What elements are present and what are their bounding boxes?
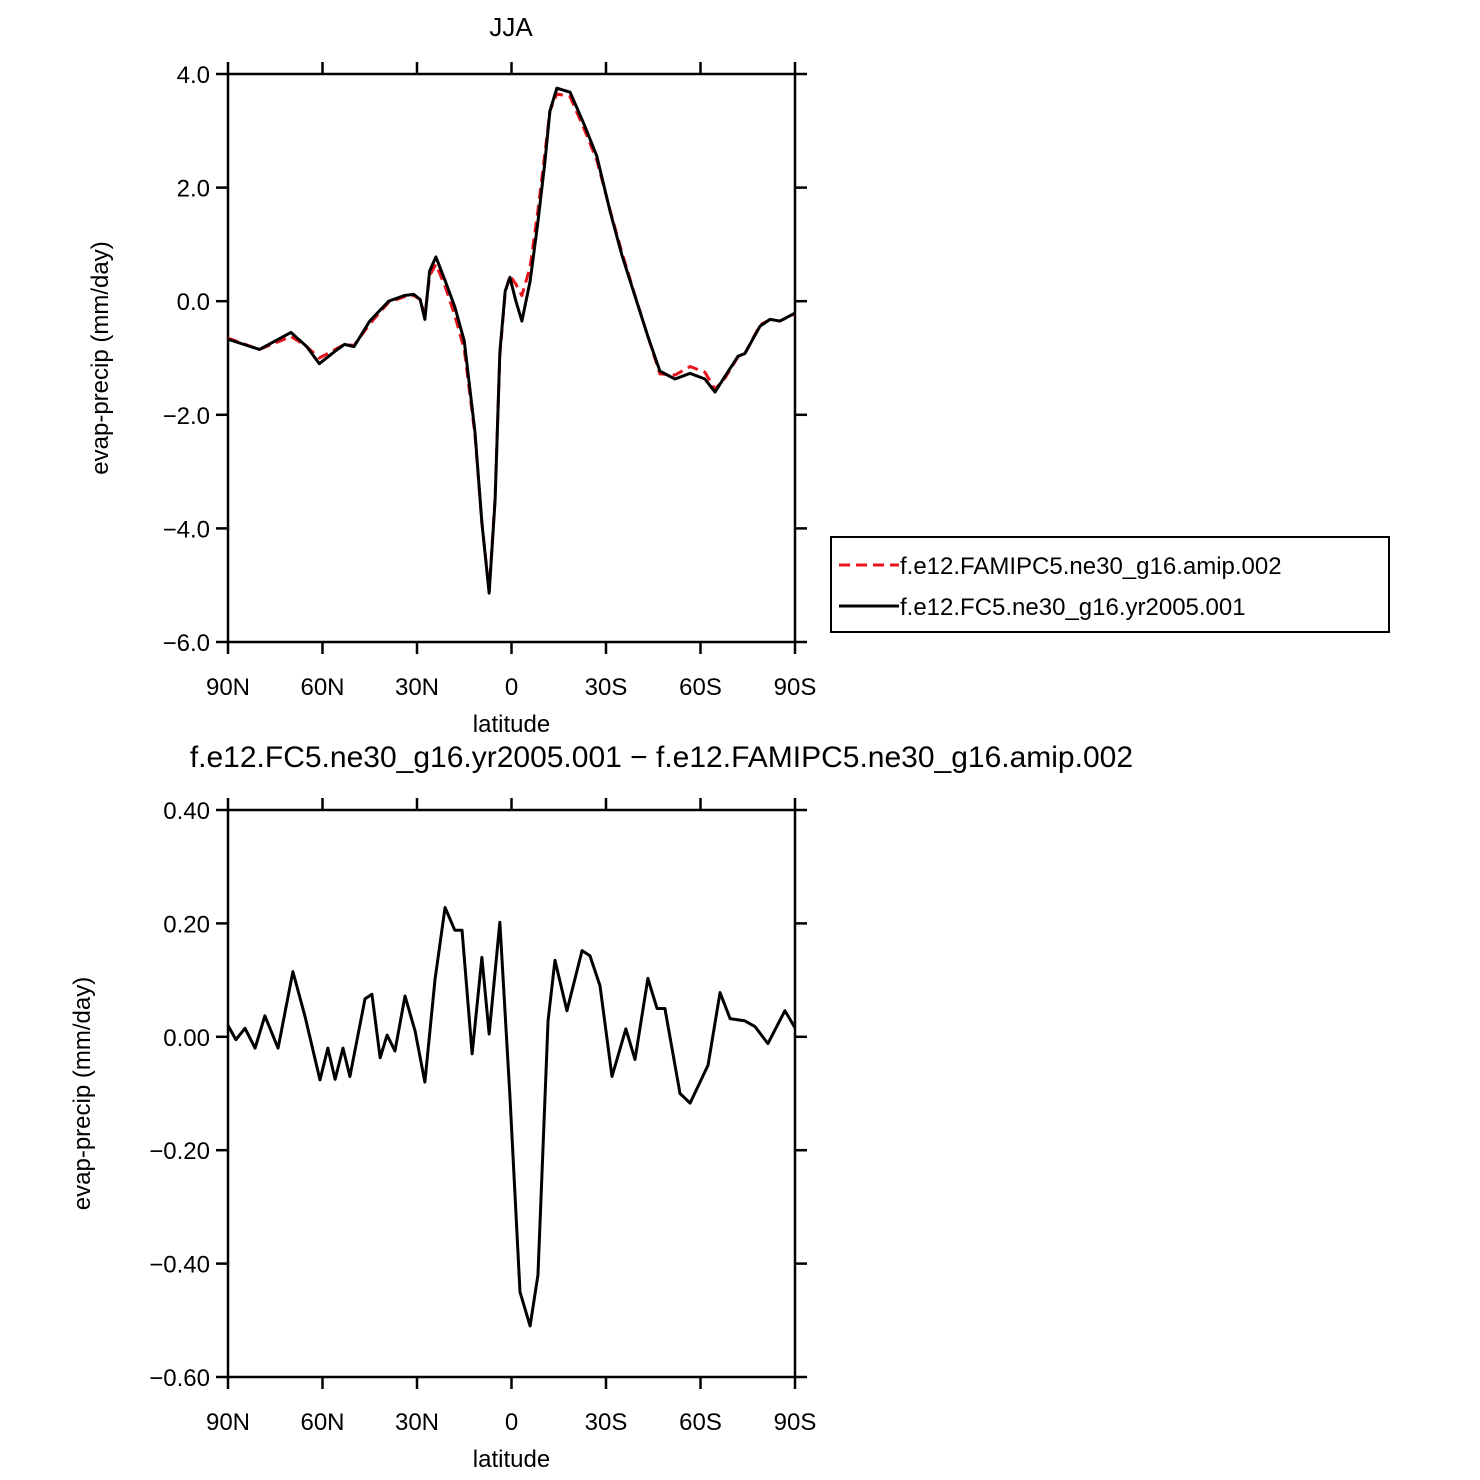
- y-tick-label: 4.0: [177, 62, 210, 89]
- plot-frame: [226, 72, 797, 644]
- chart-title: JJA: [489, 12, 533, 42]
- x-tick-label: 30S: [585, 674, 628, 701]
- data-line: [227, 92, 796, 593]
- data-line: [227, 86, 796, 595]
- x-axis-label: latitude: [473, 1446, 550, 1473]
- legend-label: f.e12.FC5.ne30_g16.yr2005.001: [900, 594, 1246, 621]
- x-tick-label: 90S: [774, 1409, 817, 1436]
- y-tick-label: 0.40: [163, 798, 210, 825]
- y-tick-label: −0.40: [149, 1252, 210, 1279]
- y-tick-label: 0.00: [163, 1025, 210, 1052]
- x-tick-label: 0: [505, 674, 518, 701]
- y-tick-label: 2.0: [177, 176, 210, 203]
- x-tick-label: 60S: [679, 674, 722, 701]
- plot-frame: [226, 808, 797, 1379]
- x-tick-label: 90N: [206, 1409, 250, 1436]
- y-tick-label: −4.0: [163, 516, 210, 543]
- x-tick-label: 60N: [300, 1409, 344, 1436]
- y-tick-label: 0.20: [163, 911, 210, 938]
- x-tick-label: 30N: [395, 1409, 439, 1436]
- x-tick-label: 0: [505, 1409, 518, 1436]
- y-tick-label: −2.0: [163, 403, 210, 430]
- y-tick-label: −0.60: [149, 1365, 210, 1392]
- y-tick-label: −6.0: [163, 630, 210, 657]
- x-tick-label: 90N: [206, 674, 250, 701]
- x-tick-label: 60S: [679, 1409, 722, 1436]
- chart-title: f.e12.FC5.ne30_g16.yr2005.001 − f.e12.FA…: [190, 741, 1133, 774]
- x-tick-label: 30N: [395, 674, 439, 701]
- y-tick-label: −0.20: [149, 1138, 210, 1165]
- y-axis-label: evap-precip (mm/day): [87, 241, 114, 474]
- data-line: [226, 906, 797, 1328]
- x-tick-label: 30S: [585, 1409, 628, 1436]
- legend-label: f.e12.FAMIPC5.ne30_g16.amip.002: [900, 553, 1282, 580]
- y-axis-label: evap-precip (mm/day): [69, 977, 96, 1210]
- y-tick-label: 0.0: [177, 289, 210, 316]
- x-axis-label: latitude: [473, 711, 550, 738]
- x-tick-label: 90S: [774, 674, 817, 701]
- legend-box: [830, 536, 1390, 633]
- x-tick-label: 60N: [300, 674, 344, 701]
